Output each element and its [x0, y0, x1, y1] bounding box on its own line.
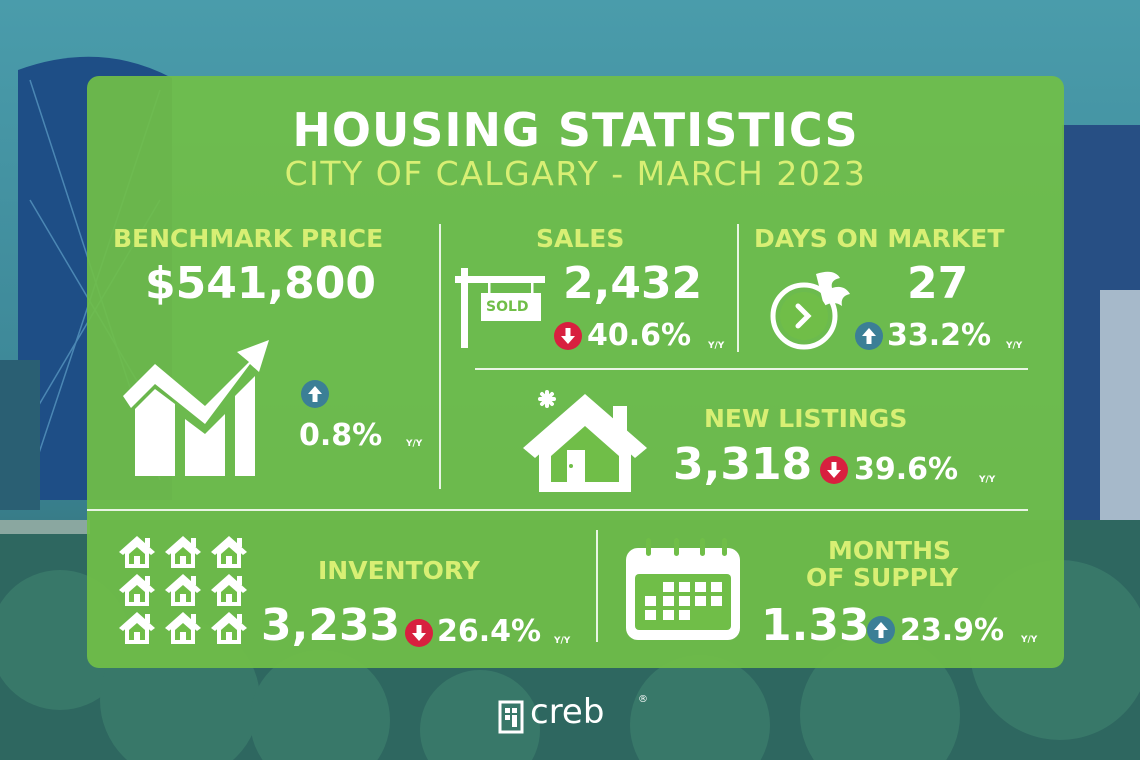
days-on-market-change: 33.2%	[887, 318, 992, 353]
months-supply-change: 23.9%	[900, 613, 1005, 648]
sales-value: 2,432	[563, 258, 703, 309]
divider-middle-bottom	[87, 509, 1028, 511]
creb-logo-registered: ®	[638, 694, 648, 705]
months-supply-label-line2: OF SUPPLY	[806, 563, 959, 592]
inventory-change: 26.4%	[437, 614, 542, 649]
benchmark-up-arrow-icon	[301, 380, 329, 408]
benchmark-change: 0.8%	[299, 418, 383, 453]
statistics-panel: HOUSING STATISTICS CITY OF CALGARY - MAR…	[87, 76, 1064, 668]
inventory-value: 3,233	[261, 600, 401, 651]
months-supply-label-line1: MONTHS	[828, 536, 952, 565]
days-on-market-label: DAYS ON MARKET	[754, 224, 1005, 253]
inventory-label: INVENTORY	[318, 556, 480, 585]
days-on-market-change-suffix: Y/Y	[1006, 341, 1023, 351]
new-listings-value: 3,318	[673, 439, 813, 490]
sales-label: SALES	[536, 224, 625, 253]
page-title: HOUSING STATISTICS	[292, 103, 859, 157]
days-on-market-value: 27	[907, 258, 969, 309]
divider-inventory-supply	[596, 530, 598, 642]
inventory-change-suffix: Y/Y	[554, 636, 571, 646]
divider-sales-days	[737, 224, 739, 352]
calendar-icon	[626, 538, 740, 640]
new-listings-label: NEW LISTINGS	[704, 404, 908, 433]
growth-chart-icon	[123, 340, 269, 476]
divider-new-listings-top	[475, 368, 1028, 370]
page-subtitle: CITY OF CALGARY - MARCH 2023	[284, 154, 867, 193]
creb-logo-text: creb	[530, 692, 605, 732]
sales-down-arrow-icon	[554, 322, 582, 350]
stopwatch-fire-icon	[770, 271, 850, 350]
benchmark-label: BENCHMARK PRICE	[113, 224, 384, 253]
sold-sign-icon	[455, 268, 545, 348]
divider-benchmark-sales	[439, 224, 441, 489]
new-listings-change-suffix: Y/Y	[979, 475, 996, 485]
months-supply-value: 1.33	[761, 600, 870, 651]
benchmark-change-suffix: Y/Y	[406, 439, 423, 449]
months-supply-change-suffix: Y/Y	[1021, 635, 1038, 645]
days-on-market-up-arrow-icon	[855, 322, 883, 350]
sold-sign-text: SOLD	[486, 299, 529, 315]
house-with-sparkle-icon	[523, 390, 647, 492]
new-listings-down-arrow-icon	[820, 456, 848, 484]
new-listings-change: 39.6%	[854, 452, 959, 487]
inventory-down-arrow-icon	[405, 619, 433, 647]
sales-change: 40.6%	[587, 318, 692, 353]
sales-change-suffix: Y/Y	[708, 341, 725, 351]
benchmark-value: $541,800	[145, 258, 377, 309]
houses-grid-icon	[119, 536, 247, 644]
months-supply-up-arrow-icon	[867, 616, 895, 644]
creb-logo-mark-icon	[498, 700, 524, 734]
